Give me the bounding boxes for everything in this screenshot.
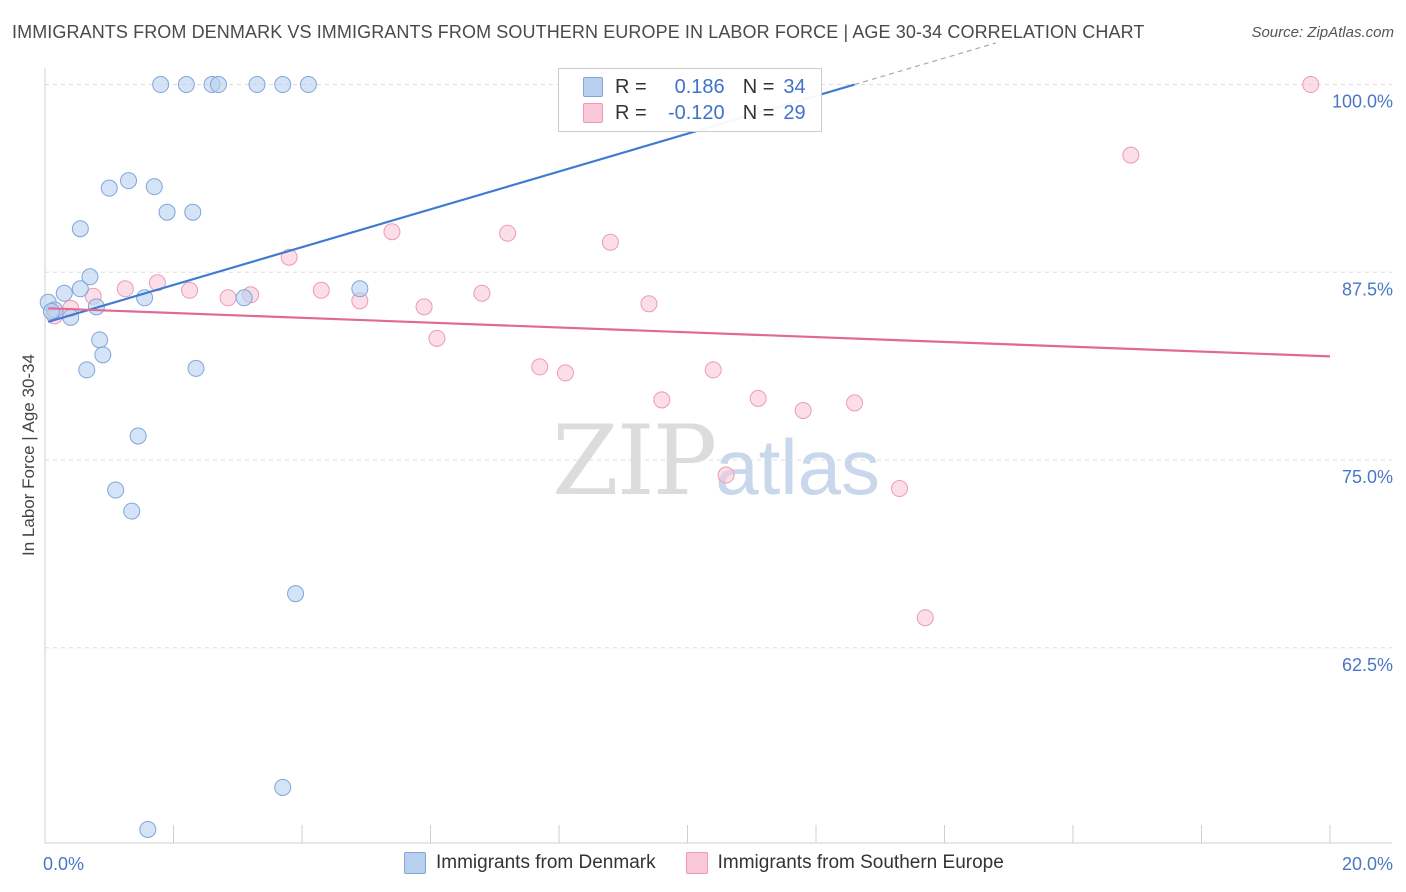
- legend-row-southern: R = -0.120 N = 29: [583, 100, 806, 126]
- data-point-denmark: [188, 360, 204, 376]
- legend-n-value-southern: 29: [783, 102, 805, 125]
- series-legend-denmark[interactable]: Immigrants from Denmark: [404, 852, 656, 874]
- data-point-southern: [654, 392, 670, 408]
- data-point-denmark: [79, 362, 95, 378]
- data-point-denmark: [121, 173, 137, 189]
- legend-swatch-denmark: [583, 77, 603, 97]
- data-point-southern: [641, 296, 657, 312]
- data-point-denmark: [130, 428, 146, 444]
- data-point-denmark: [185, 204, 201, 220]
- data-point-southern: [182, 282, 198, 298]
- data-point-southern: [1123, 147, 1139, 163]
- series-legend-southern[interactable]: Immigrants from Southern Europe: [686, 852, 1004, 874]
- series-label-southern: Immigrants from Southern Europe: [718, 852, 1004, 874]
- trend-extension-denmark: [855, 43, 996, 85]
- data-point-southern: [532, 359, 548, 375]
- legend-r-label: R =: [615, 76, 647, 99]
- data-point-denmark: [95, 347, 111, 363]
- legend-row-denmark: R = 0.186 N = 34: [583, 74, 806, 100]
- data-point-southern: [718, 467, 734, 483]
- legend-r-value-southern: -0.120: [647, 102, 725, 125]
- data-point-denmark: [82, 269, 98, 285]
- series-label-denmark: Immigrants from Denmark: [436, 852, 656, 874]
- x-tick-label: 20.0%: [1342, 854, 1393, 874]
- data-point-denmark: [352, 281, 368, 297]
- data-point-southern: [917, 610, 933, 626]
- data-point-denmark: [101, 180, 117, 196]
- legend-n-label: N =: [743, 102, 775, 125]
- series-swatch-southern: [686, 852, 708, 874]
- data-point-denmark: [210, 77, 226, 93]
- data-point-southern: [705, 362, 721, 378]
- data-point-southern: [750, 390, 766, 406]
- data-point-denmark: [275, 779, 291, 795]
- scatter-chart: 100.0% 87.5% 75.0% 62.5% 0.0% 20.0%: [0, 0, 1406, 892]
- data-point-denmark: [288, 586, 304, 602]
- trend-line-southern: [48, 308, 1330, 356]
- data-point-denmark: [300, 77, 316, 93]
- data-point-denmark: [56, 285, 72, 301]
- data-point-denmark: [92, 332, 108, 348]
- data-point-southern: [313, 282, 329, 298]
- y-tick-label: 75.0%: [1342, 467, 1393, 487]
- data-point-denmark: [153, 77, 169, 93]
- data-point-denmark: [140, 821, 156, 837]
- data-point-southern: [117, 281, 133, 297]
- y-tick-label: 87.5%: [1342, 279, 1393, 299]
- correlation-legend: R = 0.186 N = 34 R = -0.120 N = 29: [558, 68, 822, 132]
- legend-r-label: R =: [615, 102, 647, 125]
- data-point-southern: [429, 330, 445, 346]
- y-tick-label: 100.0%: [1332, 92, 1393, 112]
- legend-n-value-denmark: 34: [783, 76, 805, 99]
- label-layer: 100.0% 87.5% 75.0% 62.5% 0.0% 20.0%: [43, 92, 1393, 874]
- data-point-southern: [557, 365, 573, 381]
- data-point-denmark: [236, 290, 252, 306]
- data-point-southern: [500, 225, 516, 241]
- data-point-denmark: [146, 179, 162, 195]
- x-tick-label: 0.0%: [43, 854, 84, 874]
- point-layer: [40, 77, 1319, 838]
- y-tick-label: 62.5%: [1342, 655, 1393, 675]
- axis-layer: [45, 68, 1392, 843]
- data-point-southern: [474, 285, 490, 301]
- legend-swatch-southern: [583, 103, 603, 123]
- data-point-denmark: [108, 482, 124, 498]
- data-point-southern: [602, 234, 618, 250]
- series-swatch-denmark: [404, 852, 426, 874]
- data-point-denmark: [178, 77, 194, 93]
- data-point-southern: [1303, 77, 1319, 93]
- data-point-southern: [416, 299, 432, 315]
- data-point-southern: [220, 290, 236, 306]
- data-point-southern: [795, 402, 811, 418]
- data-point-denmark: [275, 77, 291, 93]
- data-point-denmark: [72, 221, 88, 237]
- data-point-denmark: [249, 77, 265, 93]
- data-point-southern: [892, 481, 908, 497]
- data-point-denmark: [43, 303, 59, 319]
- data-point-denmark: [159, 204, 175, 220]
- data-point-southern: [384, 224, 400, 240]
- legend-n-label: N =: [743, 76, 775, 99]
- legend-r-value-denmark: 0.186: [647, 76, 725, 99]
- series-legend: Immigrants from Denmark Immigrants from …: [404, 852, 1004, 874]
- data-point-denmark: [124, 503, 140, 519]
- data-point-southern: [847, 395, 863, 411]
